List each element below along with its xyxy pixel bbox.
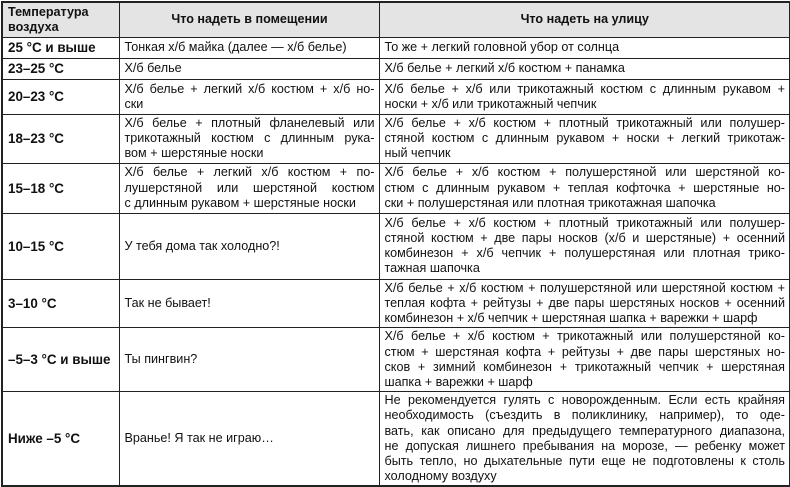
header-temperature: Температура воздуха (1, 1, 120, 38)
outdoor-cell: Х/б белье + х/б костюм + полушерстяной и… (378, 278, 790, 329)
outdoor-cell: Х/б белье + х/б костюм + трикотажный или… (378, 327, 790, 393)
cell-line: Х/б белье + х/б костюм + полушерстяной и… (384, 280, 786, 295)
cell-line: Х/б белье + легкий х/б костюм + по- (124, 165, 375, 180)
temperature-cell: Ниже –5 °C (1, 391, 120, 487)
cell-line: стюм + шерстяная кофта + рейтузы + две п… (384, 344, 786, 359)
table-row: 15–18 °C Х/б белье + легкий х/б костюм + … (1, 162, 790, 214)
cell-line: Х/б белье + легкий х/б костюм + х/б но- (124, 81, 375, 96)
cell-line: теплая кофта + рейтузы + две пары шерстя… (384, 295, 786, 310)
cell-line: Х/б белье (124, 61, 182, 76)
outdoor-cell: Не рекомендуется гулять с новорожденным.… (378, 391, 790, 487)
cell-line: ный чепчик (384, 146, 451, 161)
cell-line: Не рекомендуется гулять с новорожденным.… (384, 393, 786, 408)
table-row: 18–23 °C Х/б белье + плотный фланелевый и… (1, 114, 790, 164)
cell-line: вом + шерстяные носки (124, 146, 264, 161)
cell-line: У тебя дома так холодно?! (124, 238, 280, 253)
indoor-cell: Вранье! Я так не играю… (118, 391, 380, 487)
cell-line: ски (124, 97, 144, 111)
indoor-cell: Х/б белье + легкий х/б костюм + х/б но-с… (118, 79, 380, 115)
cell-line: стюм с длинным рукавом + теплая кофточка… (384, 180, 786, 195)
indoor-cell: Тонкая х/б майка (далее — х/б белье) (118, 37, 380, 59)
header-indoor: Что надеть в помещении (118, 1, 380, 38)
cell-line: Тонкая х/б майка (далее — х/б белье) (124, 40, 347, 55)
cell-line: То же + легкий головной убор от солнца (384, 40, 620, 55)
outdoor-cell: То же + легкий головной убор от солнца (378, 37, 790, 59)
indoor-cell: Так не бывает! (118, 278, 380, 329)
cell-line: не допуская лишнего пребывания на морозе… (384, 438, 786, 453)
cell-line: вать, как описано для предыдущего темпер… (384, 423, 786, 438)
cell-line: необходимость (съездить в поликлинику, н… (384, 408, 786, 423)
table-row: 23–25 °C Х/б белье Х/б белье + легкий х/б … (1, 58, 790, 80)
outdoor-cell: Х/б белье + х/б костюм + плотный трикота… (378, 114, 790, 164)
cell-line: быть тепло, но дыхательные пути еще не п… (384, 454, 786, 469)
temperature-cell: 18–23 °C (1, 114, 120, 164)
cell-line: Х/б белье + х/б костюм + трикотажный или… (384, 329, 786, 344)
cell-line: Вранье! Я так не играю… (124, 431, 274, 446)
outdoor-cell: Х/б белье + х/б или трикотажный костюм с… (378, 79, 790, 115)
temperature-cell: 10–15 °C (1, 212, 120, 280)
cell-line: комбинезон + х/б чепчик + полушерстяная … (384, 246, 786, 261)
outdoor-cell: Х/б белье + х/б костюм + плотный трикота… (378, 212, 790, 280)
cell-line: лушерстяной или шерстяной костюм (124, 180, 375, 195)
temperature-cell: 20–23 °C (1, 79, 120, 115)
table-row: –5–3 °C и выше Ты пингвин? Х/б белье + х/б… (1, 327, 790, 393)
table-row: Ниже –5 °C Вранье! Я так не играю… Не реко… (1, 391, 790, 487)
cell-line: холодному воздуху (384, 469, 497, 484)
temperature-cell: 25 °C и выше (1, 37, 120, 59)
indoor-cell: Х/б белье (118, 58, 380, 80)
cell-line: Ты пингвин? (124, 352, 198, 367)
temperature-cell: –5–3 °C и выше (1, 327, 120, 393)
outdoor-cell: Х/б белье + легкий х/б костюм + панамка (378, 58, 790, 80)
cell-line: шапка + варежки + шарф (384, 374, 533, 389)
cell-line: Так не бывает! (124, 295, 211, 310)
outdoor-cell: Х/б белье + х/б костюм + полушерстяной и… (378, 162, 790, 214)
table-row: 25 °C и выше Тонкая х/б майка (далее — х/… (1, 37, 790, 59)
indoor-cell: Х/б белье + легкий х/б костюм + по-лушер… (118, 162, 380, 214)
temperature-cell: 3–10 °C (1, 278, 120, 329)
table-row: 10–15 °C У тебя дома так холодно?! Х/б бел… (1, 212, 790, 280)
cell-line: тажная шапочка (384, 261, 480, 276)
cell-line: Х/б белье + х/б костюм + плотный трикота… (384, 215, 786, 230)
cell-line: стяной костюм с длинным рукавом + носки … (384, 131, 786, 146)
header-outdoor: Что надеть на улицу (378, 1, 790, 38)
cell-line: Х/б белье + легкий х/б костюм + панамка (384, 61, 625, 76)
cell-line: комбинезон + х/б чепчик + шерстяная шапк… (384, 311, 758, 326)
cell-line: Х/б белье + х/б или трикотажный костюм с… (384, 81, 786, 96)
indoor-cell: У тебя дома так холодно?! (118, 212, 380, 280)
table-row: 3–10 °C Так не бывает! Х/б белье + х/б кос… (1, 278, 790, 329)
table-row: 20–23 °C Х/б белье + легкий х/б костюм + … (1, 79, 790, 115)
cell-line: Х/б белье + х/б костюм + полушерстяной и… (384, 165, 786, 180)
header-row: Температура воздуха Что надеть в помещен… (1, 1, 790, 38)
cell-line: сков + зимний комбинезон + трикотажный ч… (384, 359, 786, 374)
indoor-cell: Ты пингвин? (118, 327, 380, 393)
cell-line: Х/б белье + плотный фланелевый или (124, 116, 375, 130)
cell-line: с длинным рукавом + шерстяные носки (124, 195, 356, 210)
temperature-cell: 15–18 °C (1, 162, 120, 214)
cell-line: трикотажный костюм с длинным рука- (124, 131, 375, 146)
cell-line: ски + полушерстяная или плотная трикотаж… (384, 195, 716, 210)
temperature-cell: 23–25 °C (1, 58, 120, 80)
cell-line: Х/б белье + х/б костюм + плотный трикота… (384, 116, 786, 130)
cell-line: стяной костюм + две пары носков (х/б и ш… (384, 230, 786, 245)
indoor-cell: Х/б белье + плотный фланелевый или трикот… (118, 114, 380, 164)
cell-line: носки + х/б или трикотажный чепчик (384, 97, 597, 111)
